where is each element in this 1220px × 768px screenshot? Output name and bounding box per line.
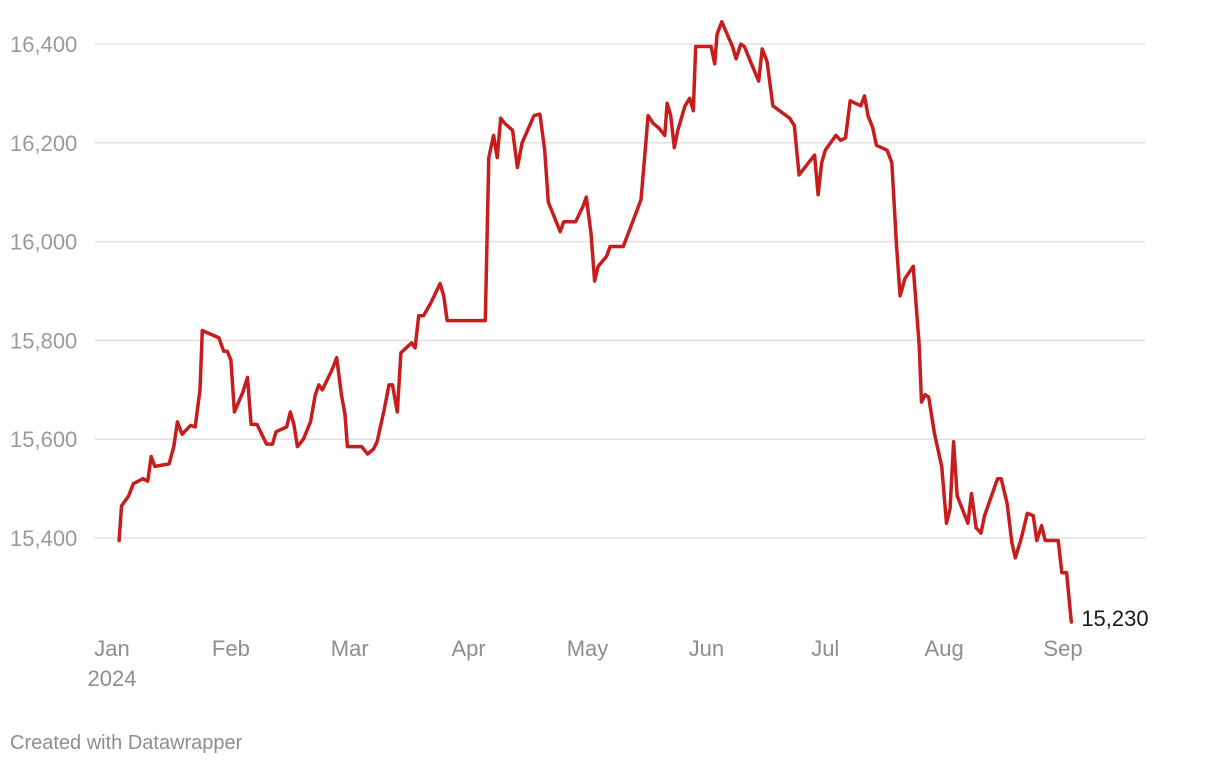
gridlines <box>95 43 1145 539</box>
x-tick-label: Jul <box>811 636 839 661</box>
footer-credit: Created with Datawrapper <box>10 732 243 754</box>
y-tick-label: 16,000 <box>10 230 77 255</box>
x-tick-label: Jan <box>94 636 129 661</box>
x-tick-label: Feb <box>212 636 250 661</box>
x-tick-label: Sep <box>1043 636 1082 661</box>
x-tick-label: May <box>567 636 609 661</box>
x-tick-label: Mar <box>331 636 369 661</box>
y-axis: 15,400 15,600 15,800 16,000 16,200 16,400 <box>10 32 77 551</box>
y-tick-label: 16,200 <box>10 131 77 156</box>
x-axis: Jan 2024 Feb Mar Apr May Jun Jul Aug Sep <box>88 636 1083 691</box>
x-tick-label: Apr <box>452 636 486 661</box>
y-tick-label: 15,800 <box>10 328 77 353</box>
end-value-label: 15,230 <box>1081 606 1148 631</box>
y-tick-label: 15,600 <box>10 427 77 452</box>
y-tick-label: 15,400 <box>10 526 77 551</box>
x-tick-label: Aug <box>925 636 964 661</box>
series-layer <box>117 20 1074 624</box>
x-tick-sublabel: 2024 <box>88 666 137 691</box>
series-line <box>117 20 1074 624</box>
end-label-group: 15,230 <box>1081 606 1148 631</box>
x-tick-label: Jun <box>689 636 724 661</box>
y-tick-label: 16,400 <box>10 32 77 57</box>
